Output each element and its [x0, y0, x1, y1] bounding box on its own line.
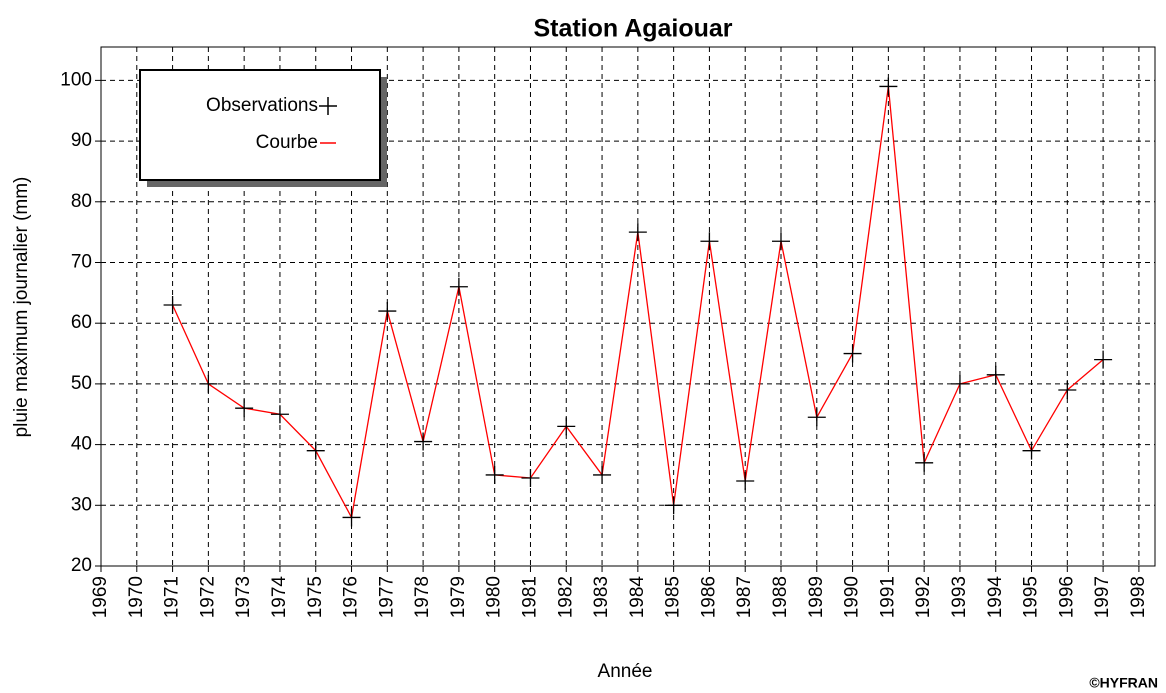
marker	[772, 232, 790, 251]
marker	[628, 223, 647, 242]
y-tick-label: 30	[71, 494, 92, 515]
x-tick-label: 1993	[949, 576, 970, 618]
legend-label: Courbe	[256, 132, 318, 153]
x-tick-label: 1974	[269, 576, 290, 619]
x-axis-label: Année	[598, 661, 653, 682]
y-tick-label: 20	[71, 555, 92, 576]
x-tick-label: 1976	[341, 576, 362, 618]
x-tick-label: 1997	[1092, 576, 1113, 618]
x-tick-label: 1975	[305, 576, 326, 618]
marker	[593, 465, 612, 484]
x-tick-label: 1977	[376, 576, 397, 618]
marker	[986, 365, 1005, 384]
marker	[843, 344, 862, 363]
x-tick-label: 1994	[985, 576, 1006, 619]
x-tick-label: 1973	[233, 576, 254, 618]
legend-label: Observations	[206, 95, 318, 116]
marker	[235, 399, 254, 418]
x-tick-label: 1996	[1056, 576, 1077, 618]
x-tick-label: 1986	[698, 576, 719, 618]
marker	[342, 508, 361, 527]
x-tick-label: 1985	[663, 576, 684, 618]
marker	[449, 277, 468, 296]
legend	[139, 69, 381, 181]
x-tick-label: 1989	[806, 576, 827, 618]
annotation: ©HYFRAN	[1089, 675, 1158, 691]
x-tick-label: 1987	[734, 576, 755, 618]
x-tick-label: 1978	[412, 576, 433, 618]
y-tick-label: 60	[71, 312, 92, 333]
x-tick-label: 1982	[555, 576, 576, 618]
y-tick-label: 50	[71, 373, 92, 394]
x-tick-label: 1998	[1128, 576, 1149, 618]
x-tick-label: 1969	[90, 576, 111, 618]
x-tick-label: 1970	[126, 576, 147, 618]
marker	[664, 496, 683, 515]
y-axis-label: pluie maximum journalier (mm)	[11, 177, 32, 438]
marker	[521, 468, 540, 487]
marker	[163, 295, 182, 314]
x-tick-label: 1981	[519, 576, 540, 618]
marker	[1022, 441, 1041, 460]
x-tick-label: 1979	[448, 576, 469, 618]
x-tick-label: 1988	[770, 576, 791, 618]
x-tick-label: 1995	[1021, 576, 1042, 618]
marker	[557, 417, 576, 436]
x-tick-label: 1983	[591, 576, 612, 618]
marker	[1058, 380, 1077, 399]
marker	[879, 77, 898, 96]
marker	[414, 432, 433, 451]
x-tick-label: 1991	[877, 576, 898, 618]
x-tick-label: 1980	[484, 576, 505, 618]
y-tick-label: 80	[71, 191, 92, 212]
marker	[378, 302, 397, 321]
marker	[306, 441, 325, 460]
marker	[270, 405, 289, 424]
marker	[950, 374, 969, 393]
marker	[736, 472, 755, 491]
y-tick-label: 100	[60, 69, 92, 90]
marker	[485, 465, 504, 484]
legend-swatch	[319, 97, 337, 115]
marker	[915, 453, 934, 472]
marker	[199, 374, 218, 393]
marker	[700, 232, 719, 251]
x-tick-label: 1984	[627, 576, 648, 619]
x-tick-label: 1990	[842, 576, 863, 618]
x-tick-label: 1972	[197, 576, 218, 618]
chart-title: Station Agaiouar	[533, 15, 732, 43]
marker	[807, 408, 826, 427]
y-tick-label: 70	[71, 252, 92, 273]
x-tick-label: 1971	[162, 576, 183, 618]
x-tick-label: 1992	[913, 576, 934, 618]
y-tick-label: 40	[71, 434, 92, 455]
marker	[1094, 350, 1113, 369]
y-tick-label: 90	[71, 130, 92, 151]
